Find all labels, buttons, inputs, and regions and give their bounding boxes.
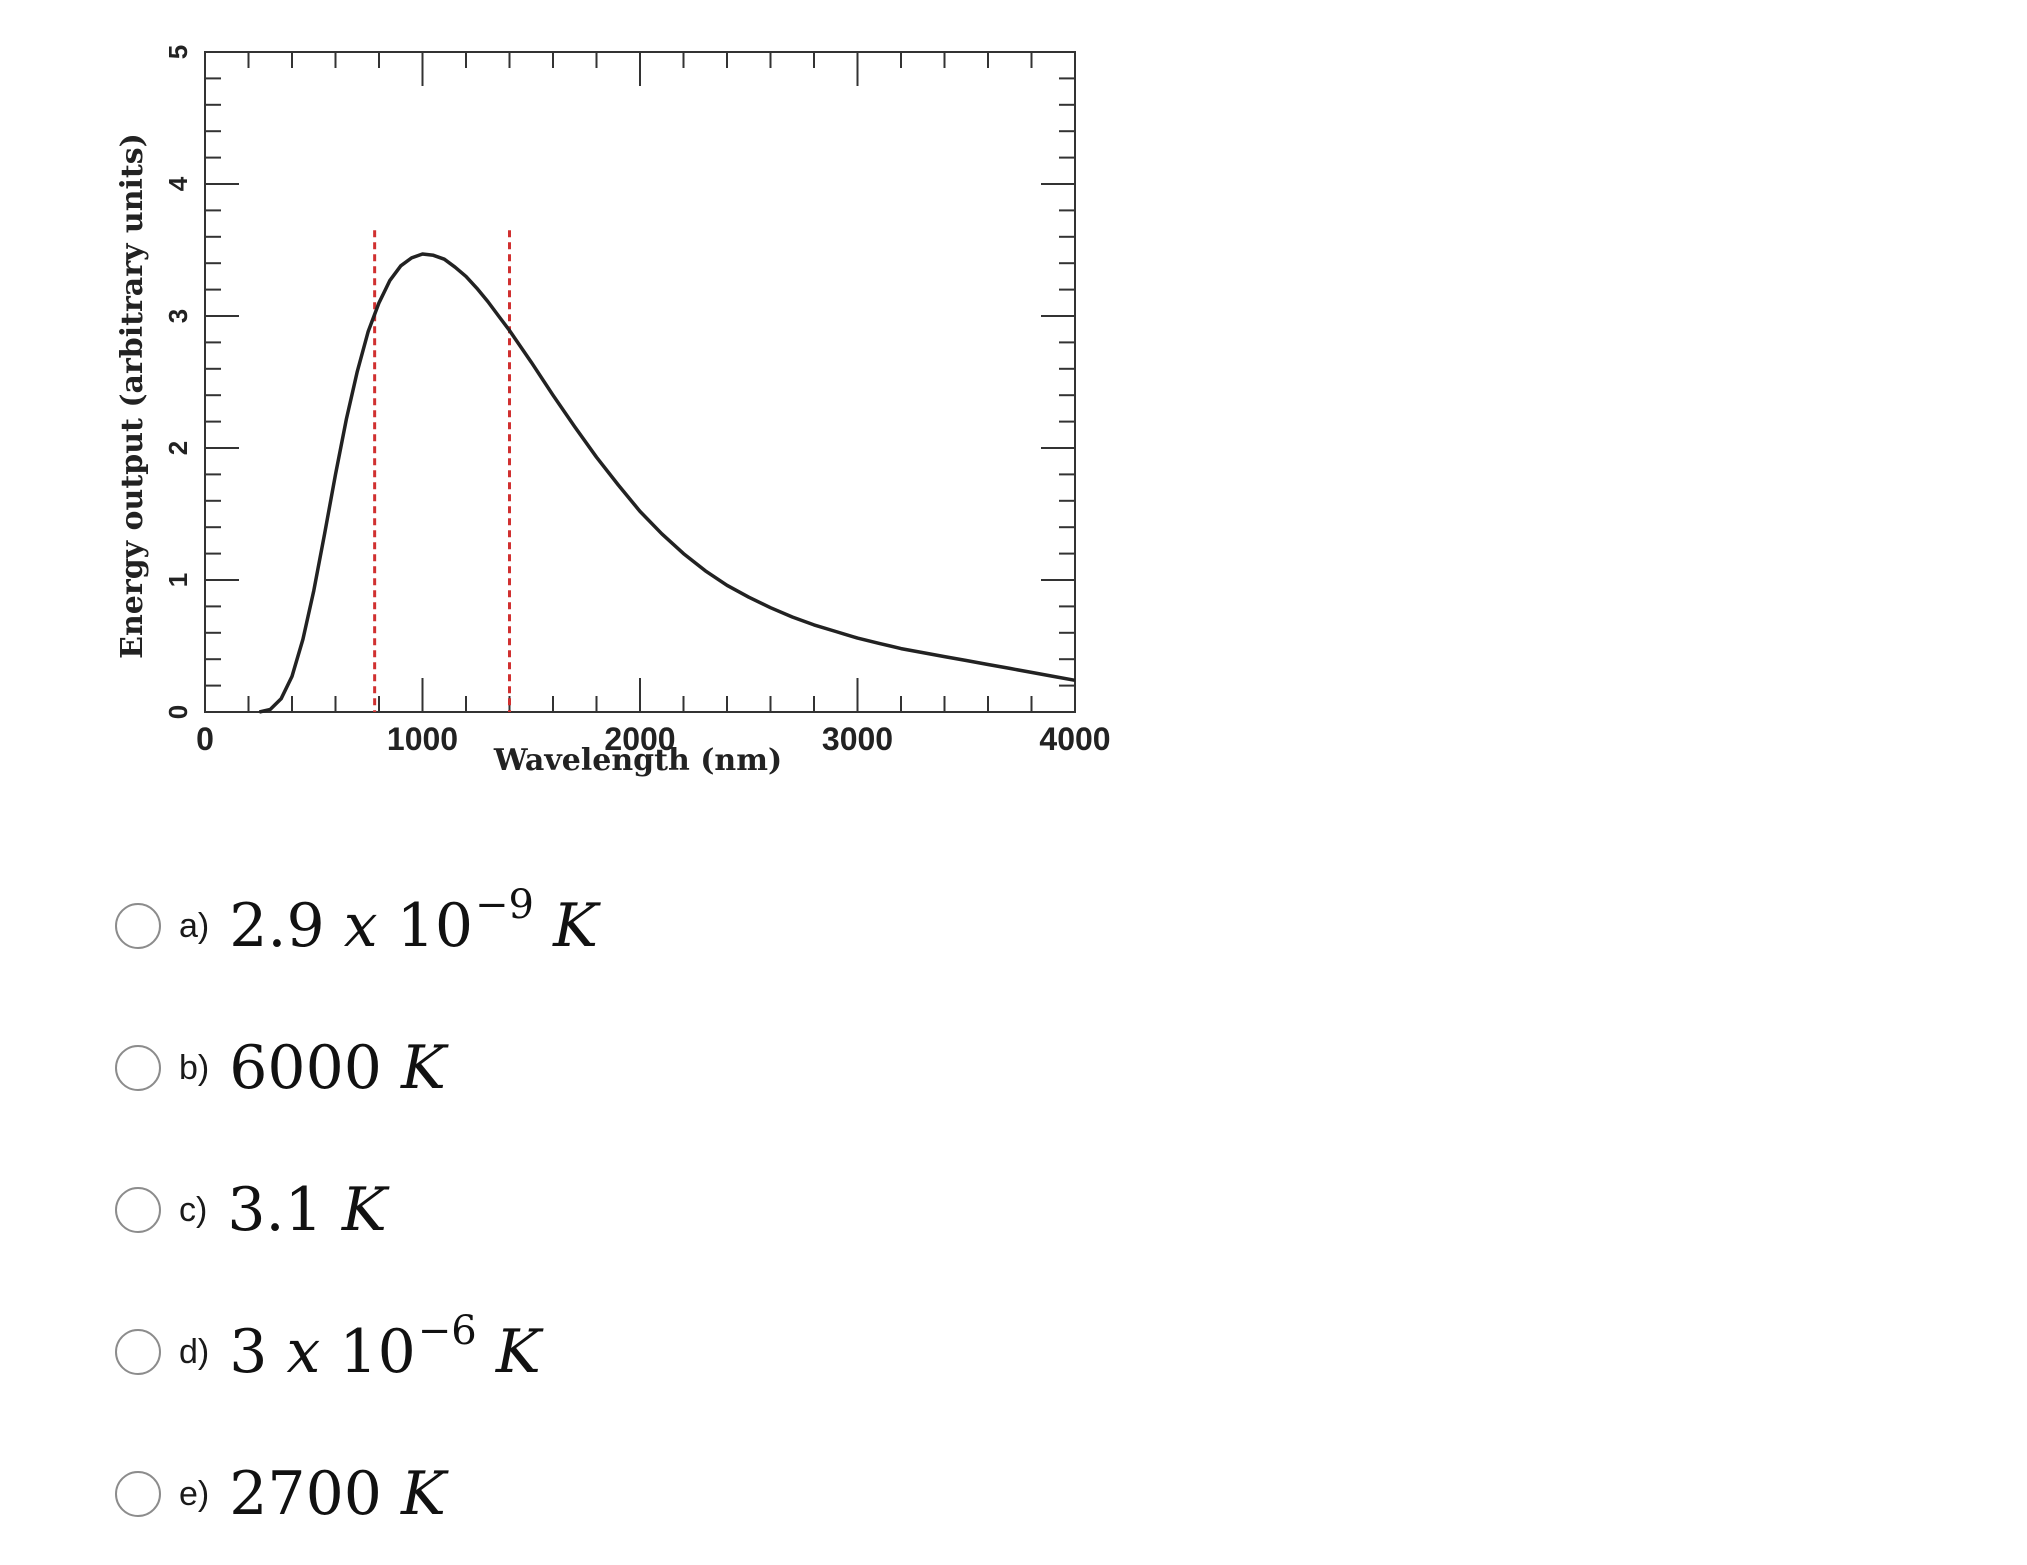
option-c[interactable]: c) 3.1 K	[115, 1139, 1315, 1281]
series-group	[258, 252, 1076, 714]
y-tick-label: 2	[163, 441, 193, 455]
plot-border	[204, 51, 1076, 713]
option-letter: c)	[179, 1190, 208, 1229]
y-tick-label: 3	[163, 309, 193, 323]
x-tick-label: 1000	[387, 721, 458, 757]
x-tick-label: 2000	[604, 721, 675, 757]
option-value: 3 x 10−6 K	[229, 1308, 541, 1387]
answer-options: a) 2.9 x 10−9 K b) 6000 K c) 3.1 K d) 3 …	[115, 855, 1315, 1565]
x-axis-ticks: 0 1000 2000 3000 4000	[196, 52, 1111, 757]
option-value: 3.1 K	[227, 1175, 387, 1245]
option-value: 6000 K	[229, 1033, 446, 1103]
x-tick-label: 3000	[822, 721, 893, 757]
radio-button[interactable]	[115, 1329, 161, 1375]
y-tick-label: 0	[163, 705, 193, 719]
option-d[interactable]: d) 3 x 10−6 K	[115, 1281, 1315, 1423]
radio-button[interactable]	[115, 1471, 161, 1517]
radio-button[interactable]	[115, 903, 161, 949]
reference-lines	[373, 230, 511, 712]
y-tick-label: 4	[163, 176, 193, 191]
series-line	[258, 252, 1076, 714]
x-axis-title: Wavelength (nm)	[493, 743, 782, 778]
x-tick-label: 4000	[1039, 721, 1110, 757]
option-letter: e)	[179, 1474, 210, 1513]
option-letter: d)	[179, 1332, 210, 1371]
y-axis-title: Energy output (arbitrary units)	[115, 133, 150, 659]
option-e[interactable]: e) 2700 K	[115, 1423, 1315, 1565]
option-b[interactable]: b) 6000 K	[115, 997, 1315, 1139]
radio-button[interactable]	[115, 1045, 161, 1091]
plot-frame	[204, 51, 1076, 713]
x-tick-label: 0	[196, 721, 214, 757]
radio-button[interactable]	[115, 1187, 161, 1233]
option-letter: b)	[179, 1048, 210, 1087]
y-tick-label: 5	[163, 45, 193, 59]
option-value: 2700 K	[229, 1459, 446, 1529]
y-tick-label: 1	[163, 573, 193, 587]
option-a[interactable]: a) 2.9 x 10−9 K	[115, 855, 1315, 997]
blackbody-spectrum-chart: 0 1000 2000 3000 4000 0 1 2 3 4 5 Wavelength (nm)…	[115, 45, 1111, 778]
option-letter: a)	[179, 906, 210, 945]
option-value: 2.9 x 10−9 K	[229, 882, 598, 961]
y-axis-ticks: 0 1 2 3 4 5	[163, 45, 1075, 719]
